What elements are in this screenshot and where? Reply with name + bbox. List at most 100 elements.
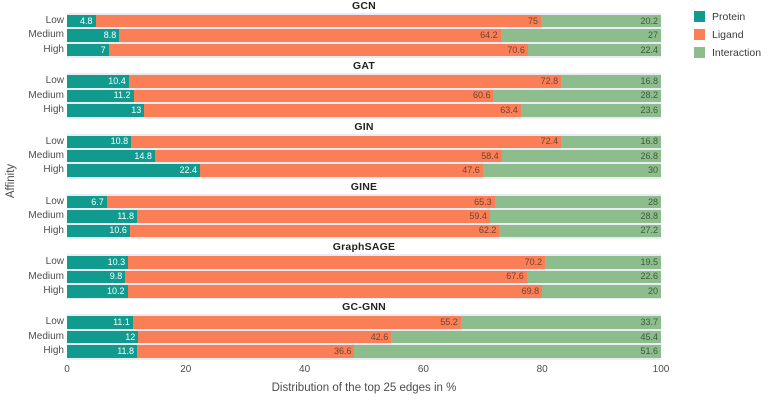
legend-swatch-icon <box>694 29 705 40</box>
facet-title: GIN <box>354 120 374 133</box>
bar-value-label: 23.6 <box>640 104 658 115</box>
bar-segment-interaction: 51.6 <box>354 345 661 358</box>
bar-row: Medium 11.8 59.4 28.8 <box>28 210 661 223</box>
bar-segment-interaction: 45.4 <box>391 330 661 344</box>
bar-value-label: 33.7 <box>640 317 658 328</box>
bar-value-label: 51.6 <box>640 346 658 357</box>
bar-row: Low 10.8 72.4 16.8 <box>46 135 661 149</box>
bar-rows: Low 4.8 75 20.2 Medium 8.8 64.2 27 High 7 70.6 22.4 <box>28 13 661 58</box>
bar-value-label: 14.8 <box>134 150 152 161</box>
bar-segment-ligand: 72.4 <box>131 135 562 149</box>
bar-segment-protein: 14.8 <box>67 149 155 163</box>
bar-segment-protein: 7 <box>67 43 109 57</box>
bar-value-label: 10.4 <box>108 75 126 86</box>
bar-segment-interaction: 22.4 <box>527 43 661 57</box>
bar-segment-interaction: 16.8 <box>561 75 661 88</box>
bar-segment-ligand: 72.8 <box>128 75 562 88</box>
bar-row: High 22.4 47.6 30 <box>43 164 661 177</box>
bar-row: Medium 14.8 58.4 26.8 <box>28 149 661 163</box>
bar-value-label: 58.4 <box>481 150 499 161</box>
bar-value-label: 28.2 <box>640 90 658 101</box>
y-axis-title: Affinity <box>2 0 20 362</box>
bar-value-label: 11.1 <box>113 317 130 328</box>
bar-row: High 7 70.6 22.4 <box>43 43 661 57</box>
bar-segment-protein: 10.3 <box>67 256 129 269</box>
bar-rows: Low 6.7 65.3 28 Medium 11.8 59.4 28.8 High 10.6 62… <box>28 194 661 239</box>
bar-value-label: 27.2 <box>640 225 658 236</box>
bar-value-label: 22.4 <box>179 165 198 176</box>
bar-segment-ligand: 58.4 <box>154 149 502 163</box>
bar-value-label: 20 <box>647 285 658 296</box>
bar-value-label: 45.4 <box>640 331 658 342</box>
legend-item-protein[interactable]: Protein <box>694 8 777 25</box>
bar-segment-ligand: 62.2 <box>129 224 500 238</box>
bar-segment-interaction: 23.6 <box>520 104 661 117</box>
bar-value-label: 28.8 <box>640 211 658 222</box>
bar-segment-protein: 10.2 <box>67 285 128 298</box>
bar-value-label: 10.6 <box>109 225 127 236</box>
bar-segment-interaction: 27.2 <box>499 224 661 238</box>
bar-segment-interaction: 19.5 <box>545 256 661 269</box>
y-tick-label: Medium <box>28 29 64 41</box>
bar-segment-ligand: 47.6 <box>200 164 483 177</box>
bar-value-label: 28 <box>647 196 658 207</box>
bar-segment-ligand: 36.6 <box>137 345 355 358</box>
legend-label: Protein <box>712 10 746 23</box>
bar-row: Medium 11.2 60.6 28.2 <box>28 89 661 103</box>
y-tick-label: High <box>43 104 64 116</box>
bar-value-label: 59.4 <box>469 211 487 222</box>
bar-value-label: 11.8 <box>117 211 135 222</box>
bar-value-label: 11.2 <box>113 90 131 101</box>
bar-value-label: 60.6 <box>472 90 491 101</box>
legend-label: Interaction <box>712 46 762 59</box>
bar-value-label: 19.5 <box>640 256 658 267</box>
bar-segment-interaction: 22.6 <box>526 270 661 284</box>
legend-swatch-icon <box>694 11 705 22</box>
facet-graphsage: GraphSAGE Low 10.3 70.2 19.5 Medium 9.8 67.6 22.… <box>20 241 661 301</box>
legend-item-interaction[interactable]: Interaction <box>694 44 777 61</box>
bar-value-label: 9.8 <box>109 271 123 282</box>
x-tick-label: 0 <box>64 364 70 375</box>
bar-value-label: 6.7 <box>91 196 104 207</box>
bar-value-label: 67.6 <box>506 271 524 282</box>
y-tick-label: Medium <box>28 270 64 282</box>
x-tick-label: 40 <box>299 364 311 375</box>
bar-value-label: 69.8 <box>521 285 540 296</box>
bar-segment-interaction: 20.2 <box>541 14 661 28</box>
facet-plot-area: Low 11.1 55.2 33.7 Medium 12 42.6 45.4 High 11.8 3… <box>28 314 661 360</box>
bar-value-label: 12 <box>125 331 136 342</box>
bar-value-label: 70.6 <box>507 44 525 55</box>
bar-row: Medium 9.8 67.6 22.6 <box>28 270 661 284</box>
x-axis: 0 20 40 60 80 100 <box>64 362 669 378</box>
facet-plot-area: Low 10.3 70.2 19.5 Medium 9.8 67.6 22.6 High 10.2… <box>28 254 661 300</box>
bar-segment-protein: 10.6 <box>67 224 130 238</box>
bar-value-label: 47.6 <box>462 165 480 176</box>
facet-plot-area: Low 10.8 72.4 16.8 Medium 14.8 58.4 26.8 High 22.… <box>28 133 661 179</box>
bar-segment-protein: 11.1 <box>67 316 133 329</box>
bar-value-label: 36.6 <box>333 346 352 357</box>
bar-value-label: 22.6 <box>640 271 658 282</box>
facet-gcn: GCN Low 4.8 75 20.2 Medium 8.8 64.2 27 High 7 70.6 2… <box>20 0 661 60</box>
bar-segment-interaction: 28 <box>494 195 661 209</box>
legend-swatch-icon <box>694 47 705 58</box>
bar-value-label: 27 <box>647 30 658 41</box>
bar-value-label: 10.8 <box>110 136 129 147</box>
y-tick-label: High <box>43 224 64 236</box>
bar-segment-ligand: 63.4 <box>144 104 521 117</box>
bar-segment-ligand: 67.6 <box>125 270 527 284</box>
bar-segment-protein: 13 <box>67 104 145 117</box>
legend-item-ligand[interactable]: Ligand <box>694 26 777 43</box>
x-tick-label: 80 <box>536 364 548 375</box>
bar-rows: Low 10.3 70.2 19.5 Medium 9.8 67.6 22.6 High 10.2… <box>28 254 661 299</box>
y-tick-label: Low <box>45 75 64 87</box>
bar-segment-protein: 12 <box>67 330 139 344</box>
legend-label: Ligand <box>712 28 744 41</box>
bar-value-label: 42.6 <box>370 331 389 342</box>
y-axis-title-text: Affinity <box>5 163 17 199</box>
bar-segment-protein: 9.8 <box>67 270 126 284</box>
bar-value-label: 13 <box>131 104 142 115</box>
bar-value-label: 72.4 <box>540 136 559 147</box>
bar-value-label: 11.8 <box>117 346 135 357</box>
bar-value-label: 55.2 <box>440 317 458 328</box>
